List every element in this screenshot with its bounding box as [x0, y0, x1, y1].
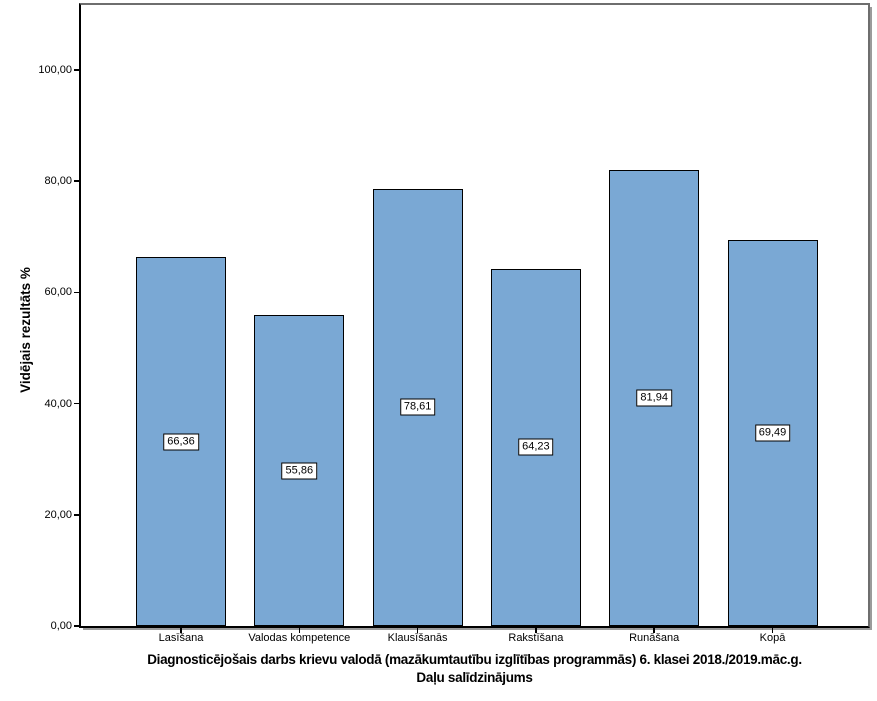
y-tick-mark	[74, 402, 79, 405]
x-tick-mark	[535, 628, 537, 633]
x-tick-mark	[416, 628, 419, 633]
chart-title: Diagnosticējošais darbs krievu valodā (m…	[81, 651, 868, 687]
y-tick-label: 40,00	[44, 397, 72, 410]
x-tick-label: Kopā	[759, 632, 786, 644]
y-tick-label: 100,00	[38, 64, 72, 77]
bar-value-label: 64,23	[518, 438, 554, 456]
y-tick-mark	[74, 291, 79, 294]
bar-value-label: 81,94	[636, 389, 672, 407]
bar-value-label: 78,61	[399, 398, 436, 416]
x-tick-label: Klausīšanās	[387, 632, 448, 644]
y-tick-label: 0,00	[50, 620, 72, 632]
x-tick-mark	[180, 628, 182, 633]
y-tick-label: 80,00	[44, 175, 72, 188]
y-tick-mark	[74, 180, 79, 182]
chart-title-line-1: Diagnosticējošais darbs krievu valodā (m…	[147, 652, 802, 667]
y-tick-mark	[74, 514, 79, 516]
x-tick-label: Lasīšana	[158, 632, 204, 644]
y-tick-mark	[74, 625, 79, 627]
plot-area: 66,36 55,86 78,61 64,23 81,94 69,49	[79, 3, 870, 628]
x-tick-label: Valodas kompetence	[248, 632, 351, 644]
x-tick-mark	[653, 628, 655, 633]
bar-value-label: 66,36	[163, 433, 199, 451]
bar-value-label: 55,86	[281, 462, 318, 480]
y-tick-label: 20,00	[44, 508, 72, 521]
y-tick-label: 60,00	[44, 286, 72, 299]
x-tick-mark	[298, 628, 301, 633]
x-tick-label: Runāšana	[629, 632, 680, 644]
x-tick-label: Rakstīšana	[508, 632, 564, 644]
y-tick-mark	[74, 69, 79, 71]
chart-title-line-2: Daļu salīdzinājums	[416, 670, 533, 685]
x-tick-mark	[771, 628, 774, 633]
y-axis-title: Vidējais rezultāts %	[18, 267, 33, 393]
bar-value-label: 69,49	[754, 424, 791, 442]
